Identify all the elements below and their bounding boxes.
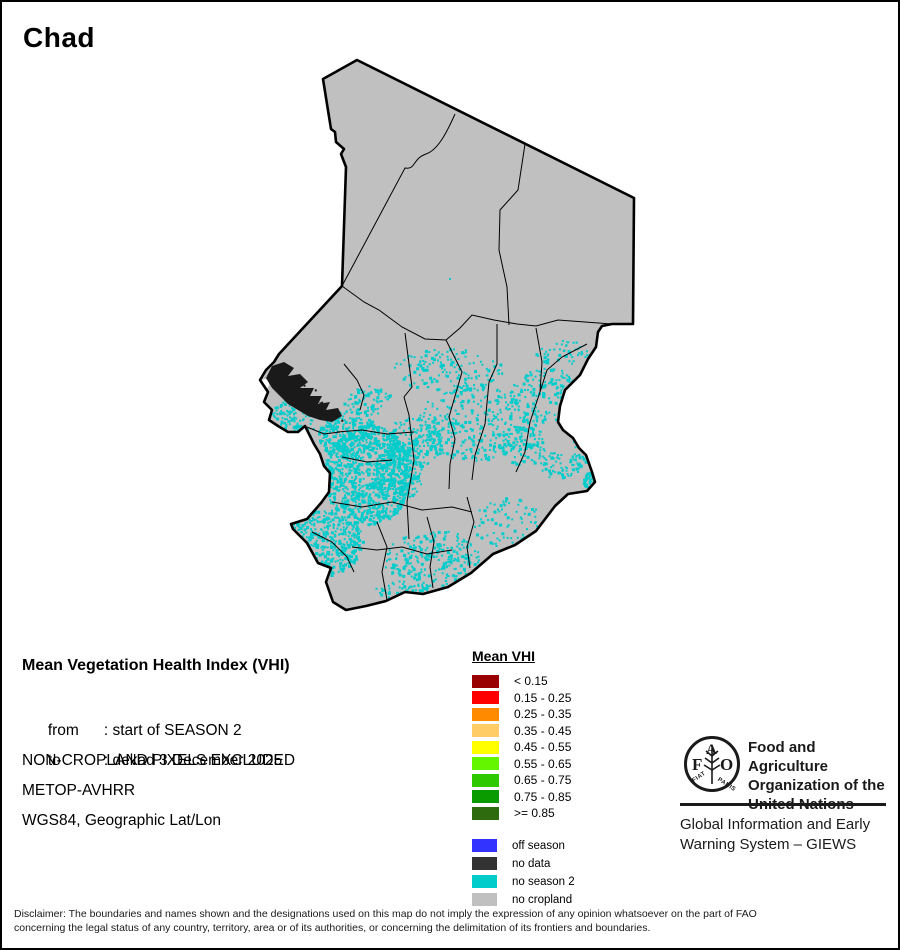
fao-logo-icon: F A O FIAT PANIS bbox=[684, 736, 740, 793]
from-value: : start of SEASON 2 bbox=[103, 722, 242, 739]
legend-swatch bbox=[472, 757, 499, 771]
legend-swatch bbox=[472, 773, 499, 787]
legend-row: < 0.15 bbox=[472, 673, 682, 690]
legend-label: < 0.15 bbox=[514, 674, 548, 689]
legend-swatch bbox=[472, 839, 497, 852]
legend-row: no data bbox=[472, 855, 682, 873]
legend-swatch bbox=[472, 740, 499, 754]
legend-label: 0.25 - 0.35 bbox=[514, 707, 572, 722]
info-sensor-line: METOP-AVHRR bbox=[22, 782, 136, 799]
legend-row: no season 2 bbox=[472, 873, 682, 891]
legend-swatch bbox=[472, 691, 499, 705]
legend-label: >= 0.85 bbox=[514, 806, 555, 821]
no-data-pixels bbox=[266, 362, 344, 422]
legend-label: no cropland bbox=[512, 893, 573, 906]
legend-label: 0.65 - 0.75 bbox=[514, 773, 572, 788]
legend-label: no season 2 bbox=[512, 875, 575, 888]
disclaimer-line-1: Disclaimer: The boundaries and names sho… bbox=[14, 908, 757, 920]
legend-swatch bbox=[472, 707, 499, 721]
legend-swatch bbox=[472, 806, 499, 820]
from-label: from bbox=[47, 722, 79, 739]
disclaimer: Disclaimer: The boundaries and names sho… bbox=[14, 907, 890, 935]
org-system-name: Global Information and Early Warning Sys… bbox=[680, 816, 871, 853]
legend-row: off season bbox=[472, 837, 682, 855]
legend-label: 0.35 - 0.45 bbox=[514, 723, 572, 738]
legend-label: 0.75 - 0.85 bbox=[514, 789, 572, 804]
legend: Mean VHI < 0.15 0.15 - 0.25 0.25 - 0.35 0.3… bbox=[472, 648, 682, 909]
legend-row: 0.75 - 0.85 bbox=[472, 789, 682, 806]
fao-letter-f: F bbox=[692, 755, 702, 774]
country-border bbox=[258, 58, 636, 612]
legend-swatch bbox=[472, 674, 499, 688]
legend-row: 0.65 - 0.75 bbox=[472, 772, 682, 789]
legend-row: 0.15 - 0.25 bbox=[472, 690, 682, 707]
legend-extra-classes: off season no data no season 2 no cropland bbox=[472, 837, 682, 909]
legend-title: Mean VHI bbox=[472, 648, 536, 664]
legend-row: 0.35 - 0.45 bbox=[472, 723, 682, 740]
legend-row: 0.45 - 0.55 bbox=[472, 739, 682, 756]
legend-row: no cropland bbox=[472, 891, 682, 909]
legend-label: 0.45 - 0.55 bbox=[514, 740, 572, 755]
legend-label: no data bbox=[512, 857, 551, 870]
legend-swatch bbox=[472, 875, 497, 888]
legend-swatch bbox=[472, 790, 499, 804]
legend-label: 0.15 - 0.25 bbox=[514, 690, 572, 705]
legend-swatch bbox=[472, 724, 499, 738]
legend-swatch bbox=[472, 893, 497, 906]
legend-row: >= 0.85 bbox=[472, 805, 682, 822]
info-projection-line: WGS84, Geographic Lat/Lon bbox=[22, 812, 222, 829]
legend-label: off season bbox=[512, 839, 565, 852]
legend-swatch bbox=[472, 857, 497, 870]
map-info-block: Mean Vegetation Health Index (VHI) from:… bbox=[22, 655, 295, 836]
info-noncropland-line: NON-CROPLAND PIXELS EXCLUDED bbox=[22, 752, 296, 769]
disclaimer-line-2: concerning the legal status of any count… bbox=[14, 922, 651, 934]
fao-letter-o: O bbox=[720, 755, 733, 774]
country-shape bbox=[260, 60, 634, 610]
legend-vhi-classes: < 0.15 0.15 - 0.25 0.25 - 0.35 0.35 - 0.45 0… bbox=[472, 673, 682, 822]
info-from-line: from : start of SEASON 2 bbox=[22, 686, 295, 739]
to-label: to bbox=[47, 752, 61, 769]
legend-row: 0.25 - 0.35 bbox=[472, 706, 682, 723]
admin-boundaries bbox=[306, 113, 613, 601]
fao-letter-a: A bbox=[706, 742, 717, 758]
org-divider bbox=[680, 803, 886, 806]
org-name: Food and Agriculture Organization of the… bbox=[748, 739, 885, 813]
info-heading: Mean Vegetation Health Index (VHI) bbox=[22, 657, 290, 674]
page-title: Chad bbox=[23, 22, 95, 53]
legend-label: 0.55 - 0.65 bbox=[514, 756, 572, 771]
to-value: : dekad 3 December 2025 bbox=[103, 752, 283, 769]
legend-row: 0.55 - 0.65 bbox=[472, 756, 682, 773]
info-to-line: to : dekad 3 December 2025 bbox=[22, 716, 295, 769]
